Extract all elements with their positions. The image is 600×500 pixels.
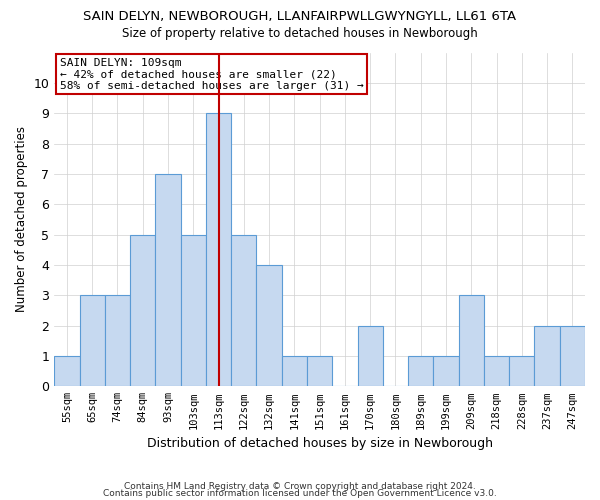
Text: Contains HM Land Registry data © Crown copyright and database right 2024.: Contains HM Land Registry data © Crown c… <box>124 482 476 491</box>
Bar <box>206 113 231 386</box>
Bar <box>130 234 155 386</box>
Bar <box>54 356 80 386</box>
Bar <box>358 326 383 386</box>
Bar <box>282 356 307 386</box>
Bar <box>408 356 433 386</box>
X-axis label: Distribution of detached houses by size in Newborough: Distribution of detached houses by size … <box>146 437 493 450</box>
Text: Size of property relative to detached houses in Newborough: Size of property relative to detached ho… <box>122 28 478 40</box>
Bar <box>307 356 332 386</box>
Bar <box>433 356 458 386</box>
Bar <box>458 296 484 386</box>
Bar <box>256 265 282 386</box>
Bar <box>509 356 535 386</box>
Bar <box>155 174 181 386</box>
Bar <box>484 356 509 386</box>
Bar <box>560 326 585 386</box>
Text: SAIN DELYN: 109sqm
← 42% of detached houses are smaller (22)
58% of semi-detache: SAIN DELYN: 109sqm ← 42% of detached hou… <box>59 58 364 90</box>
Y-axis label: Number of detached properties: Number of detached properties <box>15 126 28 312</box>
Bar <box>231 234 256 386</box>
Text: SAIN DELYN, NEWBOROUGH, LLANFAIRPWLLGWYNGYLL, LL61 6TA: SAIN DELYN, NEWBOROUGH, LLANFAIRPWLLGWYN… <box>83 10 517 23</box>
Bar <box>181 234 206 386</box>
Bar <box>535 326 560 386</box>
Bar <box>80 296 105 386</box>
Text: Contains public sector information licensed under the Open Government Licence v3: Contains public sector information licen… <box>103 490 497 498</box>
Bar <box>105 296 130 386</box>
